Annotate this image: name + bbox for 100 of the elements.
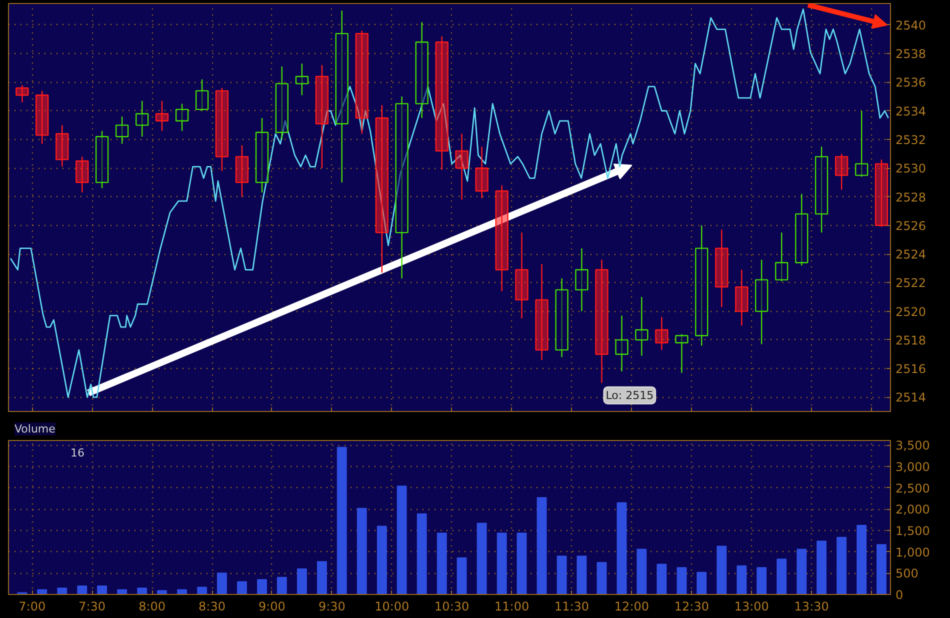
x-tick-label: 7:00	[18, 600, 46, 614]
y-tick-label: 2534	[896, 104, 926, 118]
y-tick-label: 2518	[896, 333, 926, 348]
bar	[536, 497, 547, 594]
y-tick-label: 2528	[896, 190, 926, 204]
bar	[197, 586, 208, 594]
candlestick	[235, 144, 249, 198]
y-tick-label: 2516	[896, 362, 926, 376]
bar	[776, 558, 787, 594]
x-tick-label: 9:00	[258, 600, 286, 614]
chart-title: Volume	[14, 422, 56, 436]
bar	[376, 526, 387, 594]
x-tick-label: 13:30	[794, 600, 829, 614]
bar	[57, 588, 68, 594]
bar	[576, 556, 587, 594]
y-tick-label: 2530	[896, 162, 926, 176]
bar	[756, 567, 767, 594]
bar	[336, 446, 347, 594]
bar	[276, 576, 287, 594]
y-tick-label: 2524	[896, 248, 926, 262]
x-tick-label: 8:00	[138, 600, 166, 614]
candlestick	[95, 130, 109, 189]
bar	[876, 544, 886, 594]
bar	[396, 486, 407, 594]
candlestick	[515, 232, 528, 320]
candlestick	[115, 116, 129, 144]
candlestick	[335, 10, 348, 184]
y-tick-label: 1,500	[896, 524, 930, 538]
y-tick-label: 500	[896, 566, 918, 581]
candlestick	[355, 30, 368, 134]
y-tick-label: 2,000	[896, 502, 930, 517]
x-tick-label: 12:30	[674, 600, 709, 614]
candlestick	[575, 248, 588, 312]
y-tick-label: 2540	[896, 18, 926, 32]
bar	[516, 532, 527, 594]
bar	[157, 590, 167, 594]
bar	[496, 532, 507, 594]
bar	[97, 585, 108, 594]
y-tick-label: 2520	[896, 304, 926, 319]
candlestick	[455, 133, 468, 200]
candlestick	[175, 103, 189, 132]
bar	[696, 572, 707, 594]
candlestick	[855, 110, 868, 178]
y-tick-label: 1,000	[896, 545, 930, 560]
y-tick-label: 2532	[896, 133, 926, 147]
bar	[656, 564, 667, 594]
candlestick	[675, 334, 688, 374]
candlestick	[535, 263, 548, 361]
y-tick-label: 2,500	[896, 481, 930, 496]
candlestick	[835, 153, 848, 190]
bar	[816, 540, 827, 594]
bar	[836, 536, 847, 594]
bar	[416, 513, 427, 594]
y-tick-label: 2514	[896, 390, 926, 405]
candlestick	[215, 87, 229, 172]
candlestick	[36, 90, 49, 144]
bar	[137, 588, 148, 594]
x-tick-label: 13:00	[734, 600, 769, 614]
candlestick	[555, 278, 568, 358]
candlestick	[814, 146, 828, 234]
candlestick	[735, 269, 748, 326]
x-tick-label: 10:30	[434, 600, 470, 614]
y-tick-label: 2522	[896, 276, 926, 290]
x-tick-label: 9:30	[318, 600, 346, 614]
candlestick	[715, 229, 728, 308]
candlestick	[435, 36, 448, 170]
candlestick	[76, 156, 89, 194]
bar	[356, 508, 367, 594]
y-tick-label: 2526	[896, 218, 926, 233]
candlestick	[195, 78, 209, 112]
y-tick-label: 0	[896, 588, 904, 602]
candlestick	[16, 84, 29, 103]
annotation: Lo: 2515	[606, 388, 654, 402]
x-tick-label: 8:30	[198, 600, 226, 614]
bar	[77, 585, 88, 594]
candlestick	[395, 96, 408, 279]
candlestick	[56, 124, 69, 168]
x-tick-label: 7:30	[78, 600, 106, 614]
candlestick	[635, 296, 648, 356]
candlestick	[155, 100, 169, 132]
y-tick-label: 2538	[896, 47, 926, 62]
x-tick-label: 12:00	[614, 600, 650, 614]
bar	[257, 579, 267, 594]
annotation: 16	[70, 446, 84, 460]
candlestick	[775, 232, 788, 282]
bar	[316, 561, 327, 594]
bar	[636, 548, 647, 594]
candlestick	[415, 22, 428, 119]
candlestick	[795, 193, 808, 266]
x-tick-label: 11:00	[494, 600, 530, 614]
candlestick	[136, 100, 149, 138]
bar	[436, 532, 447, 594]
bar	[796, 548, 807, 594]
candlestick	[874, 158, 888, 228]
bar	[476, 522, 487, 594]
candlestick	[595, 259, 608, 384]
bar	[676, 567, 687, 594]
candlestick	[655, 316, 668, 351]
candlestick	[275, 66, 288, 140]
candlestick	[295, 63, 309, 96]
